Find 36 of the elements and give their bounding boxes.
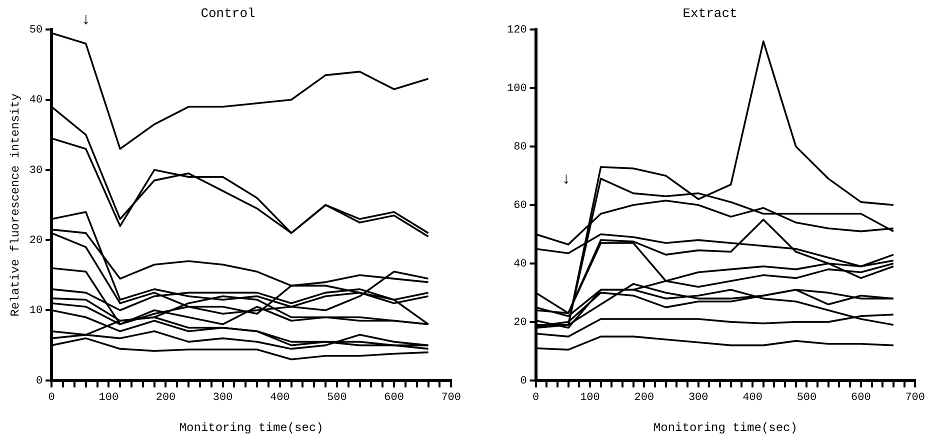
y-tick-label: 40 [514,258,527,270]
x-tick-label: 600 [384,392,404,404]
y-tick-label: 0 [36,375,43,388]
x-tick-label: 600 [851,392,871,404]
y-tick-label: 120 [506,24,527,37]
y-tick-label: 10 [29,305,43,318]
x-tick-label: 500 [327,392,347,404]
y-tick-label: 20 [514,316,527,329]
y-tick-label: 100 [506,82,527,95]
chart-title: Control [200,6,256,22]
x-tick-label: 300 [212,392,233,404]
text: ↓ [81,10,91,29]
x-tick-label: 100 [580,392,600,404]
x-axis-title: Monitoring time(sec) [179,420,324,435]
y-tick-label: 0 [520,375,527,388]
x-tick-label: 500 [796,392,817,404]
y-tick-label: 20 [29,234,43,247]
x-axis-title: Monitoring time(sec) [653,420,798,435]
x-tick-label: 0 [532,392,540,404]
x-tick-label: 700 [905,392,926,404]
annotation: ↓ [561,170,571,188]
x-tick-label: 0 [48,392,55,404]
x-tick-label: 700 [441,392,462,404]
y-axis-title: Relative fluorescence intensity [8,93,22,317]
y-tick-label: 60 [514,200,527,212]
x-tick-label: 400 [742,392,762,404]
y-tick-label: 40 [29,94,43,107]
x-tick-label: 400 [270,392,290,404]
x-tick-label: 300 [688,392,708,404]
y-tick-label: 80 [514,141,527,154]
x-tick-label: 100 [98,392,119,404]
chart-title: Extract [682,6,738,22]
x-tick-label: 200 [156,392,176,404]
x-tick-label: 200 [634,392,654,404]
y-tick-label: 30 [29,164,43,177]
y-tick-label: 50 [29,24,43,37]
